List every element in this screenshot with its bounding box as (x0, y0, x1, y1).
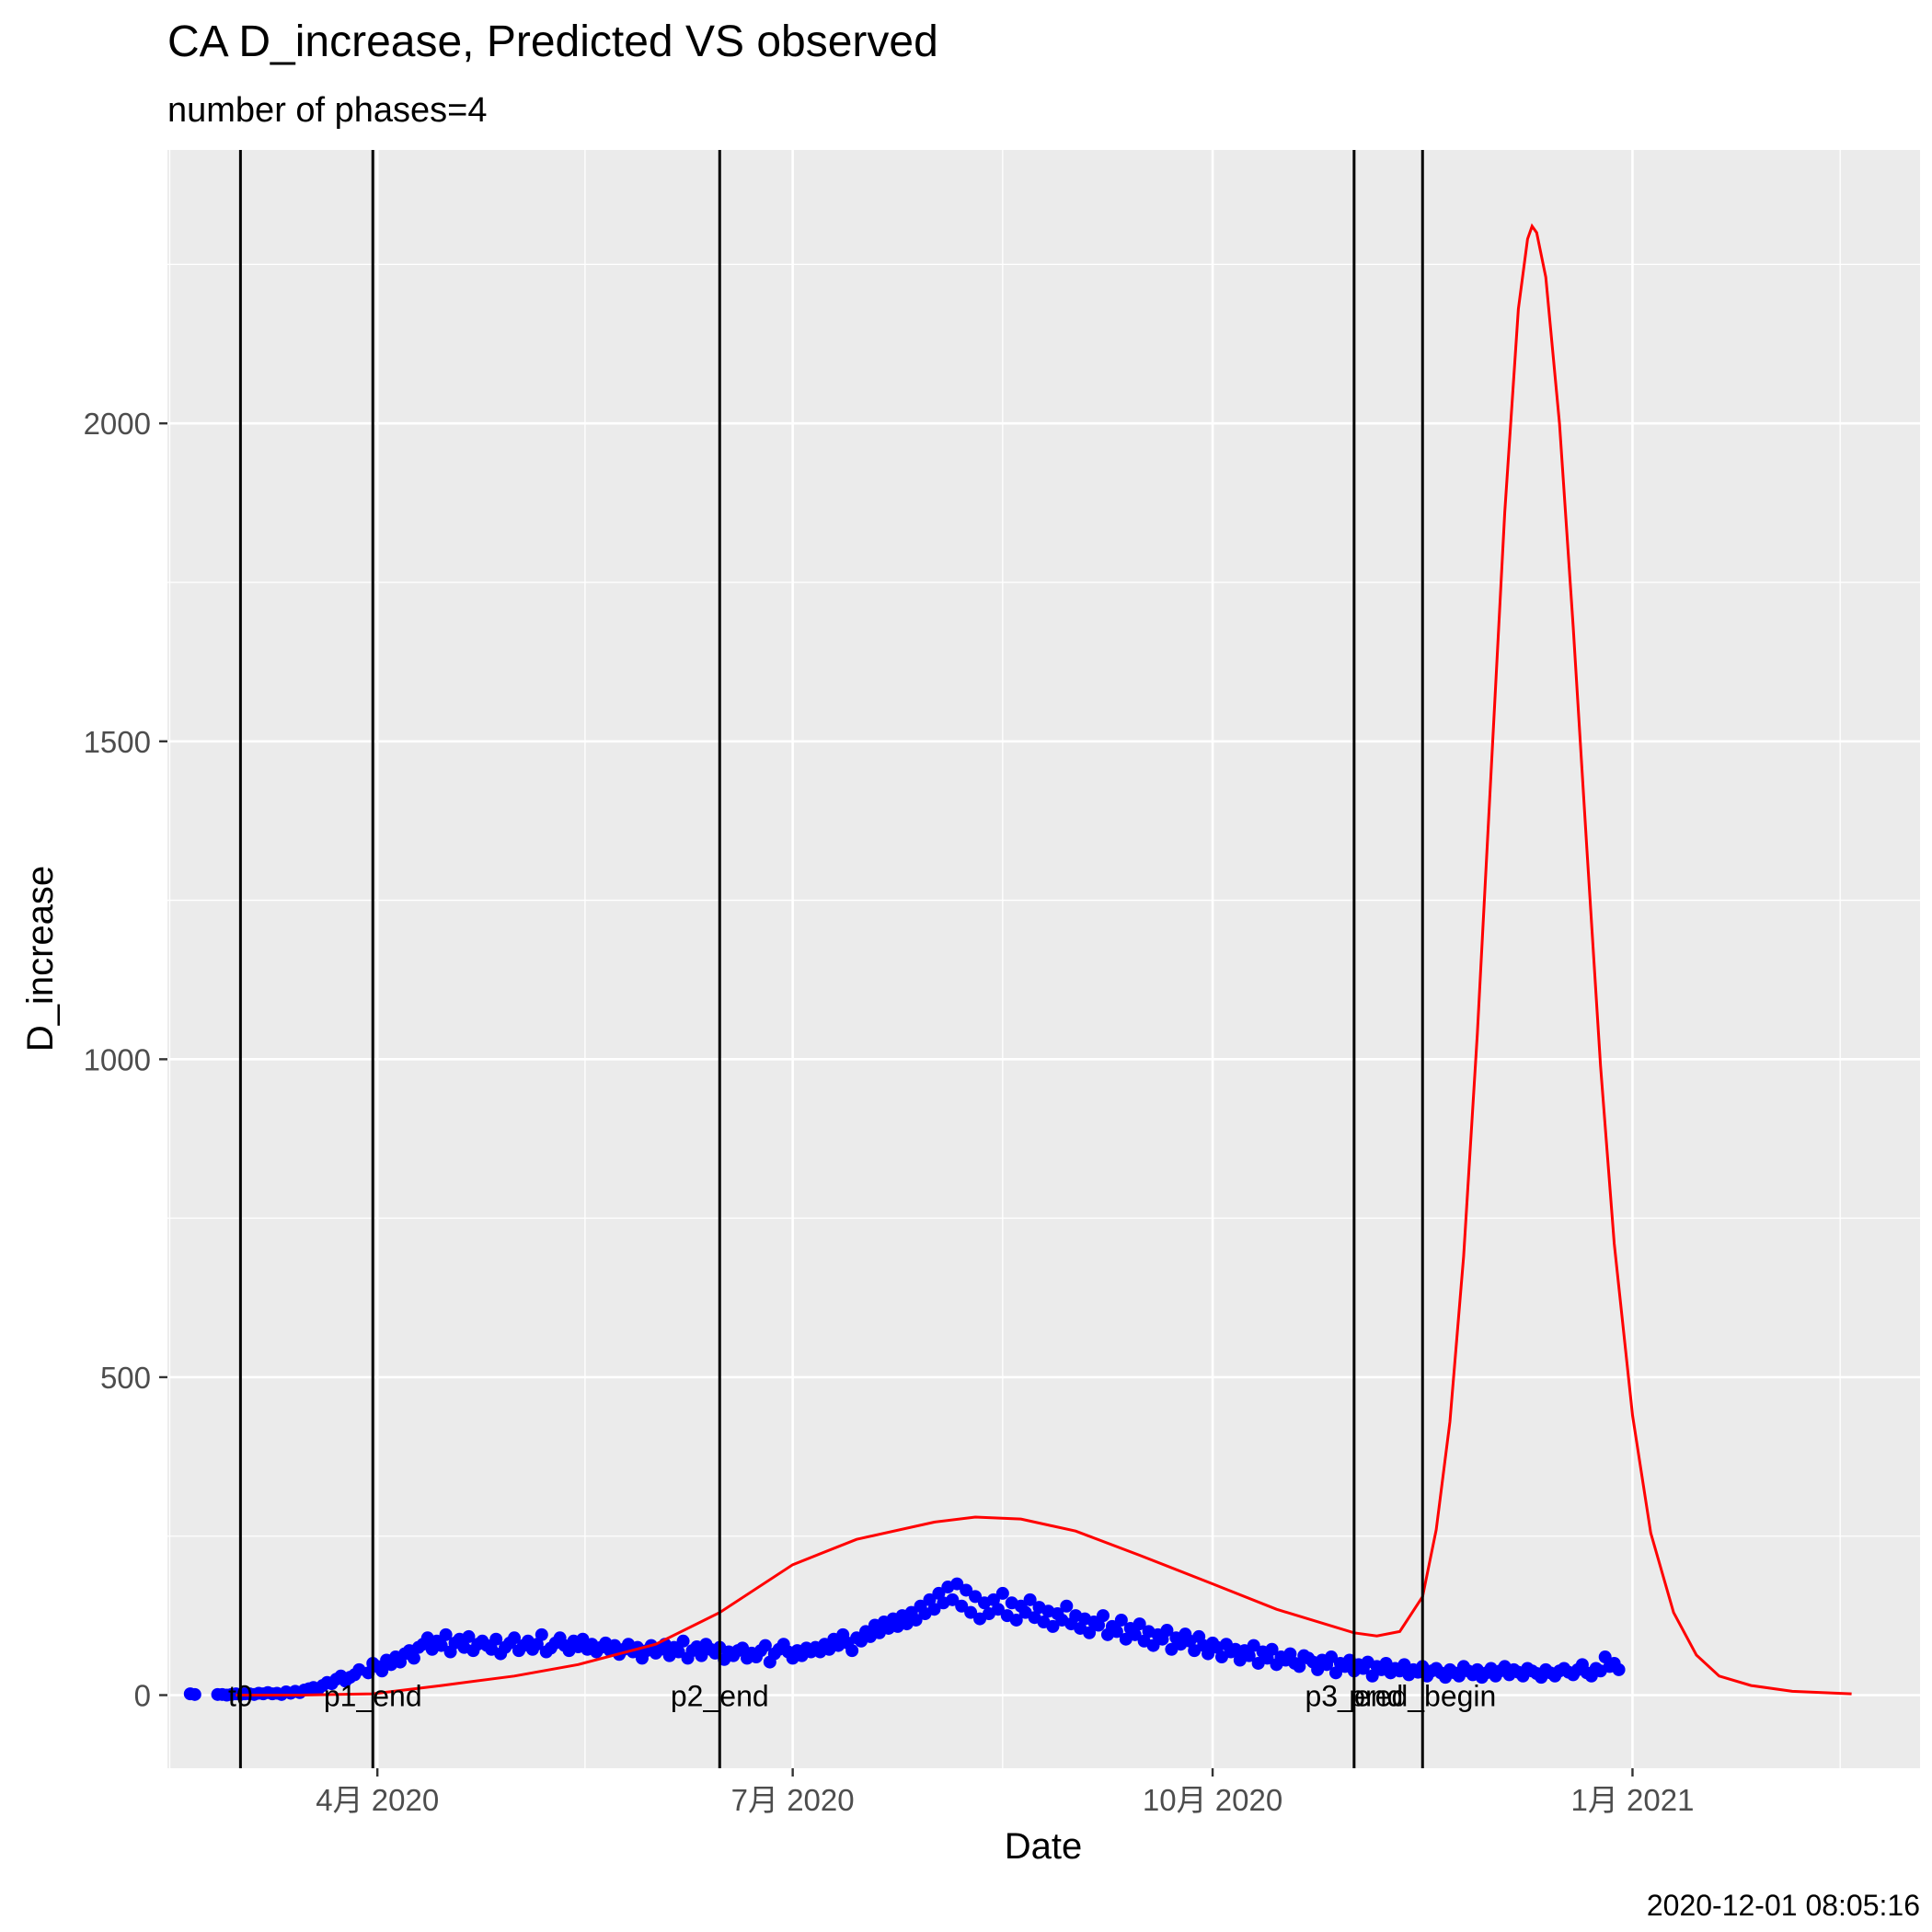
observed-point (758, 1639, 772, 1652)
y-tick-label: 0 (134, 1679, 151, 1713)
observed-point (1009, 1613, 1023, 1627)
observed-point (1265, 1642, 1279, 1656)
observed-point (991, 1603, 1005, 1616)
y-tick-label: 1000 (84, 1042, 151, 1076)
phase-line-label: t0 (228, 1680, 253, 1713)
observed-point (1114, 1613, 1128, 1627)
observed-point (960, 1583, 973, 1597)
timestamp-caption: 2020-12-01 08:05:16 (1647, 1889, 1920, 1922)
observed-point (1083, 1626, 1097, 1639)
observed-point (955, 1599, 969, 1613)
observed-point (1133, 1617, 1146, 1631)
observed-point (995, 1586, 1009, 1600)
observed-point (1612, 1662, 1626, 1676)
observed-point (909, 1613, 923, 1627)
observed-point (932, 1586, 946, 1600)
observed-point (434, 1639, 448, 1652)
observed-point (1146, 1639, 1160, 1652)
observed-point (923, 1593, 937, 1606)
observed-point (508, 1631, 522, 1645)
phase-line-label: p1_end (324, 1680, 422, 1713)
observed-point (964, 1605, 978, 1619)
observed-point (950, 1577, 964, 1591)
observed-point (1023, 1593, 1037, 1606)
observed-point (1092, 1618, 1106, 1632)
observed-point (1202, 1647, 1215, 1661)
observed-point (462, 1629, 476, 1643)
observed-point (1060, 1599, 1074, 1613)
observed-point (1160, 1624, 1174, 1638)
observed-point (489, 1632, 503, 1646)
observed-point (188, 1687, 201, 1701)
observed-point (1293, 1660, 1306, 1673)
observed-point (1325, 1650, 1339, 1664)
observed-point (1598, 1650, 1612, 1664)
x-tick-label: 7月 2020 (731, 1783, 855, 1817)
observed-point (1247, 1639, 1260, 1652)
y-tick-label: 1500 (84, 725, 151, 759)
observed-point (1046, 1619, 1060, 1633)
observed-point (1365, 1669, 1379, 1683)
observed-point (946, 1593, 960, 1606)
predicted-line (236, 223, 1852, 1696)
observed-point (1128, 1627, 1142, 1641)
y-tick-label: 2000 (84, 407, 151, 441)
x-axis-title: Date (1005, 1826, 1083, 1867)
observed-point (672, 1645, 685, 1659)
observed-point (969, 1590, 983, 1604)
observed-point (1110, 1625, 1123, 1639)
y-axis: 0 500 1000 1500 2000 (84, 407, 167, 1713)
phase-line-label: pred_begin (1349, 1680, 1496, 1713)
observed-point (1283, 1647, 1297, 1661)
observed-point (927, 1603, 941, 1616)
observed-point (695, 1649, 708, 1662)
observed-point (986, 1593, 1000, 1606)
observed-point (1242, 1649, 1256, 1662)
phase-line-label: p3_end (1305, 1680, 1403, 1713)
observed-point (1329, 1666, 1342, 1680)
phase-line-label: p2_end (671, 1680, 769, 1713)
grid-minor (167, 150, 1920, 1768)
chart-subtitle: number of phases=4 (167, 91, 488, 130)
observed-point (375, 1664, 389, 1678)
x-axis: 4月 2020 7月 2020 10月 2020 1月 2021 (316, 1768, 1694, 1817)
observed-point (530, 1638, 544, 1651)
plot-panel (167, 150, 1920, 1768)
observed-point (676, 1634, 690, 1648)
x-tick-label: 1月 2021 (1570, 1783, 1694, 1817)
observed-point (535, 1627, 548, 1641)
chart-title: CA D_increase, Predicted VS observed (167, 17, 938, 66)
x-tick-label: 4月 2020 (316, 1783, 439, 1817)
x-tick-label: 10月 2020 (1143, 1783, 1282, 1817)
observed-point (1096, 1609, 1110, 1623)
grid-major (167, 150, 1920, 1768)
observed-point (845, 1644, 859, 1658)
y-tick-label: 500 (100, 1361, 151, 1395)
observed-point (407, 1651, 420, 1665)
y-axis-title: D_increase (20, 866, 61, 1052)
observed-point (439, 1627, 453, 1641)
